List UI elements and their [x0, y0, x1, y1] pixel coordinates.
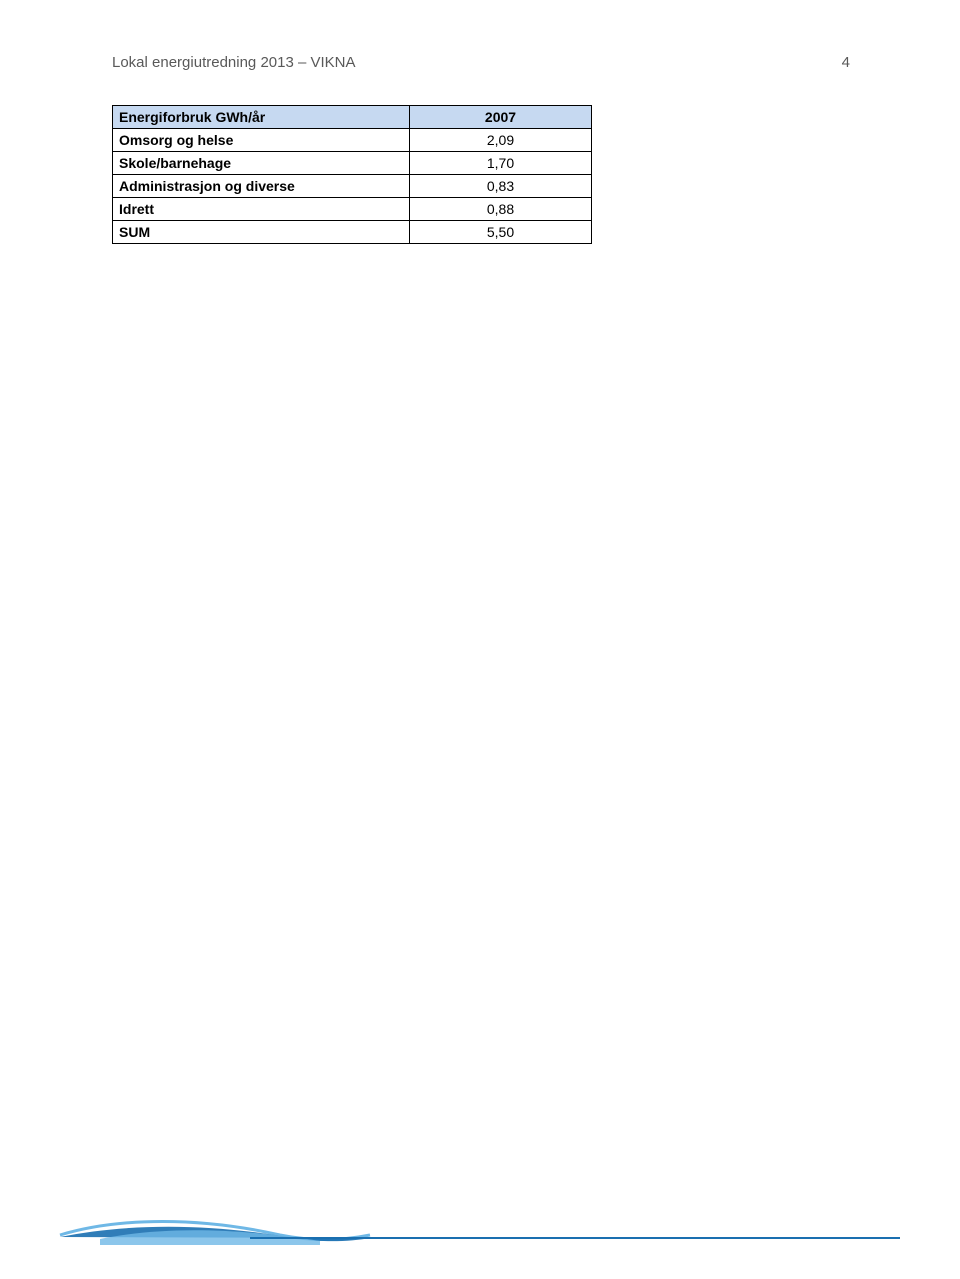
- page-header-title: Lokal energiutredning 2013 – VIKNA: [112, 54, 860, 71]
- table-row: Administrasjon og diverse 0,83: [113, 175, 592, 198]
- footer-wave: [0, 1211, 960, 1239]
- table-row: Idrett 0,88: [113, 198, 592, 221]
- row-value: 1,70: [409, 152, 591, 175]
- table-row: Skole/barnehage 1,70: [113, 152, 592, 175]
- row-label: Idrett: [113, 198, 410, 221]
- table-header-label: Energiforbruk GWh/år: [113, 106, 410, 129]
- table-row: SUM 5,50: [113, 221, 592, 244]
- table-header-year: 2007: [409, 106, 591, 129]
- row-value: 0,88: [409, 198, 591, 221]
- document-page: Lokal energiutredning 2013 – VIKNA 4 Ene…: [0, 0, 960, 1279]
- row-value: 0,83: [409, 175, 591, 198]
- row-label: Omsorg og helse: [113, 129, 410, 152]
- table-row: Omsorg og helse 2,09: [113, 129, 592, 152]
- table-header-row: Energiforbruk GWh/år 2007: [113, 106, 592, 129]
- page-number: 4: [842, 54, 850, 71]
- row-label: Administrasjon og diverse: [113, 175, 410, 198]
- energy-table: Energiforbruk GWh/år 2007 Omsorg og hels…: [112, 105, 592, 244]
- row-value: 5,50: [409, 221, 591, 244]
- row-value: 2,09: [409, 129, 591, 152]
- wave-icon: [0, 1211, 960, 1245]
- row-label: SUM: [113, 221, 410, 244]
- row-label: Skole/barnehage: [113, 152, 410, 175]
